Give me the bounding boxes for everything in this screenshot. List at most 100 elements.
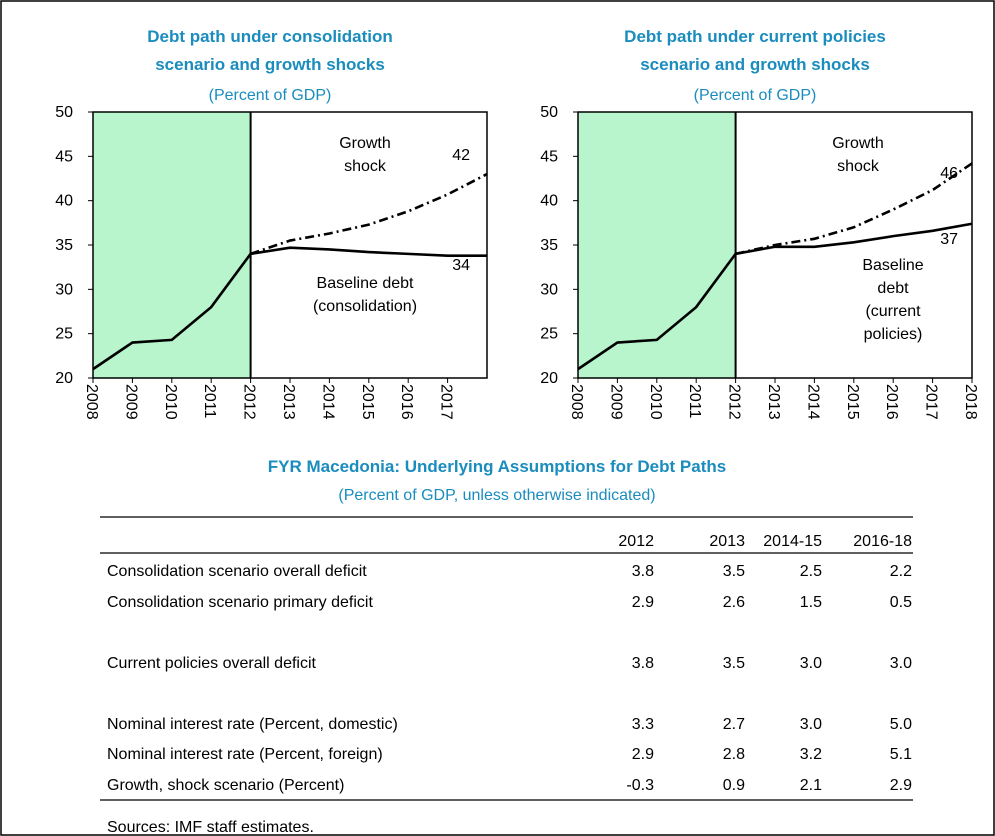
table-cell: 3.0 <box>800 655 822 672</box>
annotation: debt <box>877 280 909 297</box>
annotation: (consolidation) <box>313 298 417 315</box>
annotation: Baseline debt <box>317 275 415 292</box>
x-tick-label: 2009 <box>122 384 139 420</box>
chart-subtitle: (Percent of GDP) <box>209 87 332 104</box>
table-cell: -0.3 <box>626 777 654 794</box>
chart-title: scenario and growth shocks <box>640 55 870 74</box>
chart-title: Debt path under consolidation <box>147 27 393 46</box>
y-tick-label: 35 <box>540 237 558 254</box>
row-label: Nominal interest rate (Percent, domestic… <box>107 716 398 733</box>
table-cell: 3.0 <box>890 655 912 672</box>
table-cell: 3.0 <box>800 716 822 733</box>
source-note: Sources: IMF staff estimates. <box>107 819 314 836</box>
table-cell: 2.9 <box>890 777 912 794</box>
table-cell: 0.5 <box>890 594 912 611</box>
x-tick-label: 2015 <box>359 384 376 420</box>
table-cell: 5.0 <box>890 716 912 733</box>
y-tick-label: 50 <box>55 104 73 121</box>
column-header: 2013 <box>709 533 745 550</box>
x-tick-label: 2016 <box>398 384 415 420</box>
table-cell: 3.3 <box>632 716 654 733</box>
shaded-region <box>578 112 736 378</box>
y-tick-label: 40 <box>540 193 558 210</box>
y-tick-label: 40 <box>55 193 73 210</box>
x-tick-label: 2013 <box>765 384 782 420</box>
table-cell: 3.5 <box>723 655 745 672</box>
x-tick-label: 2010 <box>647 384 664 420</box>
row-label: Nominal interest rate (Percent, foreign) <box>107 746 383 763</box>
column-header: 2014-15 <box>763 533 822 550</box>
x-tick-label: 2013 <box>280 384 297 420</box>
table-cell: 2.8 <box>723 746 745 763</box>
plot-frame <box>577 111 973 379</box>
table-cell: 2.1 <box>800 777 822 794</box>
annotation: Growth <box>339 135 391 152</box>
y-tick-label: 20 <box>55 370 73 387</box>
y-tick-label: 25 <box>55 326 73 343</box>
annotation: 46 <box>940 165 958 182</box>
x-tick-label: 2008 <box>568 384 585 420</box>
table-cell: 0.9 <box>723 777 745 794</box>
annotation: (current <box>865 303 921 320</box>
x-tick-label: 2008 <box>83 384 100 420</box>
y-tick-label: 45 <box>55 148 73 165</box>
chart-title: Debt path under current policies <box>624 27 886 46</box>
y-tick-label: 35 <box>55 237 73 254</box>
x-tick-label: 2014 <box>804 384 821 420</box>
x-tick-label: 2010 <box>162 384 179 420</box>
series-line <box>92 246 487 371</box>
row-label: Growth, shock scenario (Percent) <box>107 777 344 794</box>
annotation: Baseline <box>862 257 923 274</box>
x-tick-label: 2017 <box>923 384 940 420</box>
annotation: 42 <box>452 147 470 164</box>
annotation: Growth <box>832 135 884 152</box>
column-header: 2016-18 <box>853 533 912 550</box>
table-cell: 1.5 <box>800 594 822 611</box>
row-label: Current policies overall deficit <box>107 655 317 672</box>
chart-title: scenario and growth shocks <box>155 55 385 74</box>
series-line <box>735 162 973 256</box>
y-tick-label: 45 <box>540 148 558 165</box>
table-cell: 2.7 <box>723 716 745 733</box>
y-tick-label: 25 <box>540 326 558 343</box>
x-tick-label: 2009 <box>607 384 624 420</box>
x-tick-label: 2011 <box>201 384 218 419</box>
column-header: 2012 <box>618 533 654 550</box>
x-tick-label: 2016 <box>883 384 900 420</box>
table-cell: 2.9 <box>632 746 654 763</box>
annotation: policies) <box>864 326 923 343</box>
annotation: 34 <box>452 257 470 274</box>
x-tick-label: 2012 <box>241 384 258 420</box>
x-tick-label: 2018 <box>962 384 979 420</box>
table-cell: 3.2 <box>800 746 822 763</box>
y-tick-label: 30 <box>540 281 558 298</box>
chart-subtitle: (Percent of GDP) <box>694 87 817 104</box>
annotation: 37 <box>940 231 958 248</box>
y-tick-label: 30 <box>55 281 73 298</box>
x-tick-label: 2014 <box>319 384 336 420</box>
table-cell: 5.1 <box>890 746 912 763</box>
annotation: shock <box>837 158 880 175</box>
x-tick-label: 2015 <box>844 384 861 420</box>
plot-frame <box>92 111 488 379</box>
series-line <box>577 222 973 371</box>
y-tick-label: 20 <box>540 370 558 387</box>
table-cell: 3.8 <box>632 655 654 672</box>
table-cell: 2.9 <box>632 594 654 611</box>
annotation: shock <box>344 158 387 175</box>
table-cell: 2.2 <box>890 563 912 580</box>
x-tick-label: 2011 <box>686 384 703 419</box>
table-subtitle: (Percent of GDP, unless otherwise indica… <box>338 487 655 504</box>
x-tick-label: 2012 <box>726 384 743 420</box>
x-tick-label: 2017 <box>438 384 455 420</box>
table-cell: 2.5 <box>800 563 822 580</box>
row-label: Consolidation scenario overall deficit <box>107 563 367 580</box>
shaded-region <box>93 112 251 378</box>
table-cell: 3.8 <box>632 563 654 580</box>
series-line <box>250 172 488 256</box>
row-label: Consolidation scenario primary deficit <box>107 594 373 611</box>
y-tick-label: 50 <box>540 104 558 121</box>
table-cell: 2.6 <box>723 594 745 611</box>
table-title: FYR Macedonia: Underlying Assumptions fo… <box>268 457 726 476</box>
